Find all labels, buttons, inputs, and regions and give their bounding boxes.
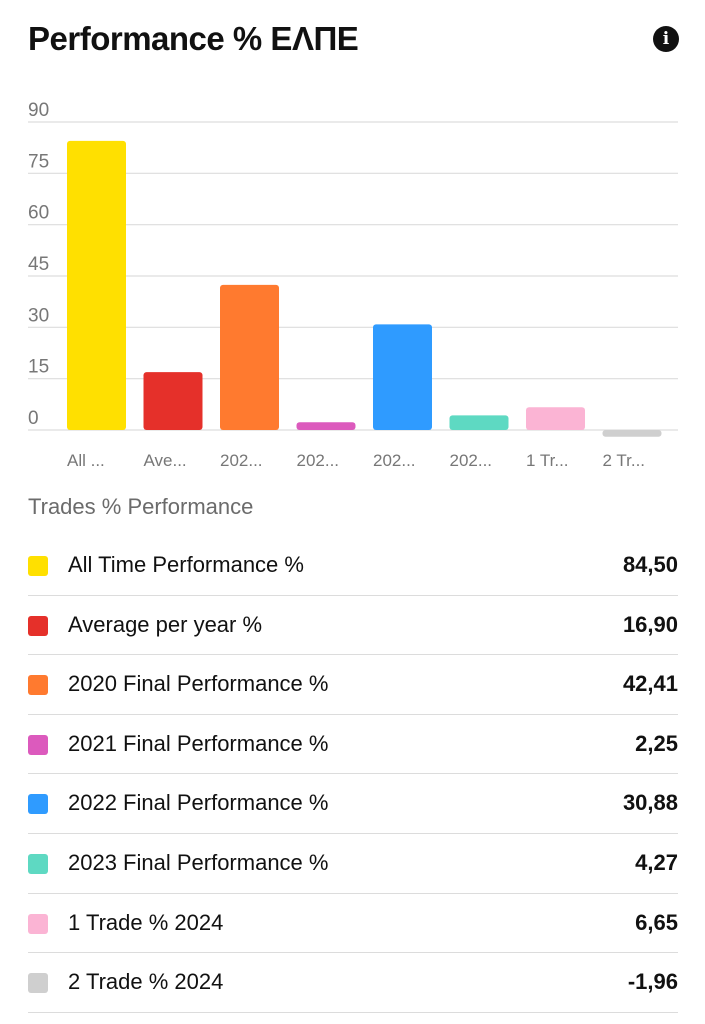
legend-list: All Time Performance % 84,50 Average per y… [0, 536, 705, 1013]
legend-title: Trades % Performance [28, 494, 254, 519]
legend-row[interactable]: 1 Trade % 2024 6,65 [28, 894, 678, 954]
legend-row[interactable]: 2021 Final Performance % 2,25 [28, 715, 678, 775]
legend-swatch [28, 675, 48, 696]
page-title: Performance % ΕΛΠΕ [28, 20, 359, 57]
bar[interactable] [296, 422, 356, 430]
x-tick-label: 202... [220, 451, 263, 470]
legend-value: 4,27 [635, 849, 678, 875]
bar[interactable] [602, 430, 662, 437]
y-tick-label: 30 [28, 305, 49, 326]
legend-swatch [28, 973, 48, 994]
x-tick-label: 202... [373, 451, 416, 470]
legend-value: 16,90 [622, 611, 678, 637]
legend-value: 2,25 [635, 730, 678, 756]
legend-row[interactable]: 2022 Final Performance % 30,88 [28, 774, 678, 834]
x-tick-label: 2 Tr... [603, 451, 646, 470]
y-tick-label: 0 [28, 408, 39, 429]
bar-chart: 0 15 30 45 60 75 90 All ... Ave... 202... 202... 20… [28, 100, 678, 470]
legend-value: 6,65 [635, 909, 678, 935]
legend-label: 2020 Final Performance % [68, 671, 329, 697]
chart-header: Performance % ΕΛΠΕ i [28, 14, 679, 64]
legend-swatch [28, 913, 48, 934]
x-tick-label: 202... [297, 451, 340, 470]
legend-label: 2021 Final Performance % [68, 730, 329, 756]
legend-swatch [28, 556, 48, 576]
legend-value: 30,88 [622, 790, 678, 816]
legend-value: 42,41 [622, 671, 678, 697]
legend-label: 2022 Final Performance % [68, 790, 329, 816]
bar[interactable] [526, 407, 585, 430]
y-tick-label: 15 [28, 357, 49, 378]
legend-label: 1 Trade % 2024 [68, 909, 224, 935]
legend-swatch [28, 615, 48, 636]
y-tick-label: 90 [28, 100, 49, 121]
legend-row[interactable]: 2023 Final Performance % 4,27 [28, 834, 678, 894]
legend-row[interactable]: 2 Trade % 2024 -1,96 [28, 953, 678, 1013]
x-tick-label: Ave... [144, 451, 187, 470]
legend-row[interactable]: 2020 Final Performance % 42,41 [28, 655, 678, 715]
info-icon[interactable]: i [653, 26, 679, 52]
x-tick-label: 202... [450, 451, 493, 470]
legend-label: 2023 Final Performance % [68, 849, 329, 875]
bar[interactable] [449, 415, 509, 430]
legend-label: All Time Performance % [68, 552, 304, 577]
x-tick-label: All ... [67, 451, 105, 470]
legend-label: Average per year % [68, 611, 263, 637]
y-tick-label: 60 [28, 203, 49, 224]
y-tick-label: 75 [28, 151, 49, 172]
legend-row[interactable]: Average per year % 16,90 [28, 596, 678, 656]
bar[interactable] [67, 140, 126, 431]
bar[interactable] [220, 284, 279, 430]
legend-swatch [28, 853, 48, 874]
legend-value: -1,96 [627, 969, 678, 995]
legend-value: 84,50 [622, 552, 678, 577]
legend-swatch [28, 794, 48, 815]
legend-label: 2 Trade % 2024 [68, 969, 224, 995]
y-tick-label: 45 [28, 254, 49, 275]
bar[interactable] [373, 324, 432, 430]
x-tick-label: 1 Tr... [526, 451, 569, 470]
legend-swatch [28, 734, 48, 755]
bar[interactable] [143, 372, 203, 430]
legend-row[interactable]: All Time Performance % 84,50 [28, 536, 678, 596]
